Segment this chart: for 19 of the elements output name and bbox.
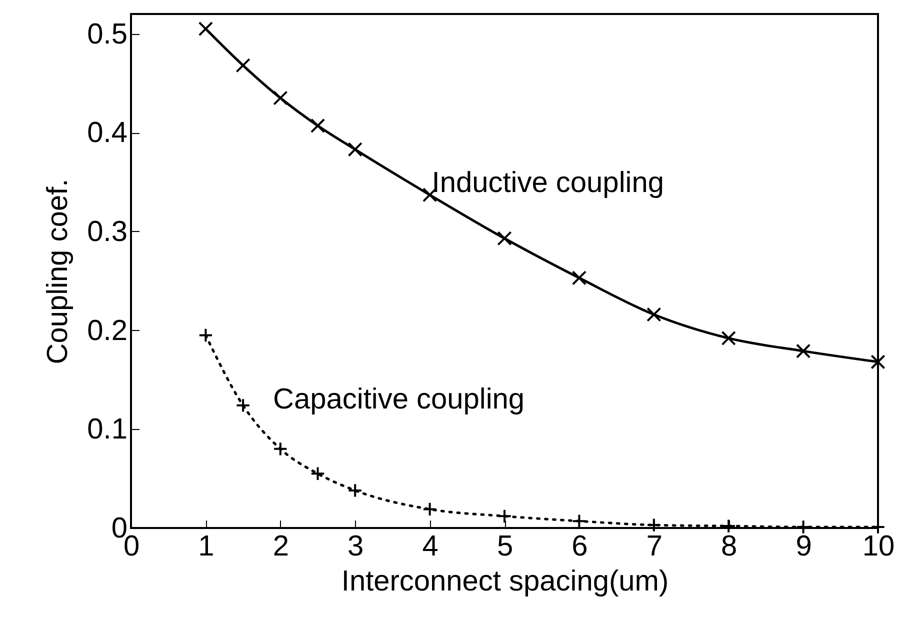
x-axis-title: Interconnect spacing(um) (341, 566, 669, 598)
x-tick-label: 3 (348, 530, 364, 562)
x-tick-label: 8 (721, 530, 738, 562)
x-tick-label: 2 (272, 530, 289, 562)
x-tick-label: 1 (198, 530, 214, 562)
x-tick-label: 9 (796, 530, 812, 562)
y-tick-label: 0.5 (87, 18, 128, 50)
y-tick-label: 0.4 (87, 117, 128, 150)
y-tick-label: 0.1 (87, 414, 128, 446)
series-label: Capacitive coupling (273, 383, 525, 416)
y-tick-label: 0.2 (87, 314, 128, 347)
x-tick-label: 10 (862, 530, 895, 562)
x-tick-label: 4 (422, 530, 438, 562)
x-tick-label: 6 (572, 530, 588, 562)
series-label: Inductive coupling (432, 166, 664, 199)
x-tick-label: 5 (496, 530, 514, 562)
x-tick-label: 7 (646, 530, 662, 562)
y-axis-title: Coupling coef. (42, 178, 74, 364)
y-tick-label: 0.3 (87, 216, 128, 248)
